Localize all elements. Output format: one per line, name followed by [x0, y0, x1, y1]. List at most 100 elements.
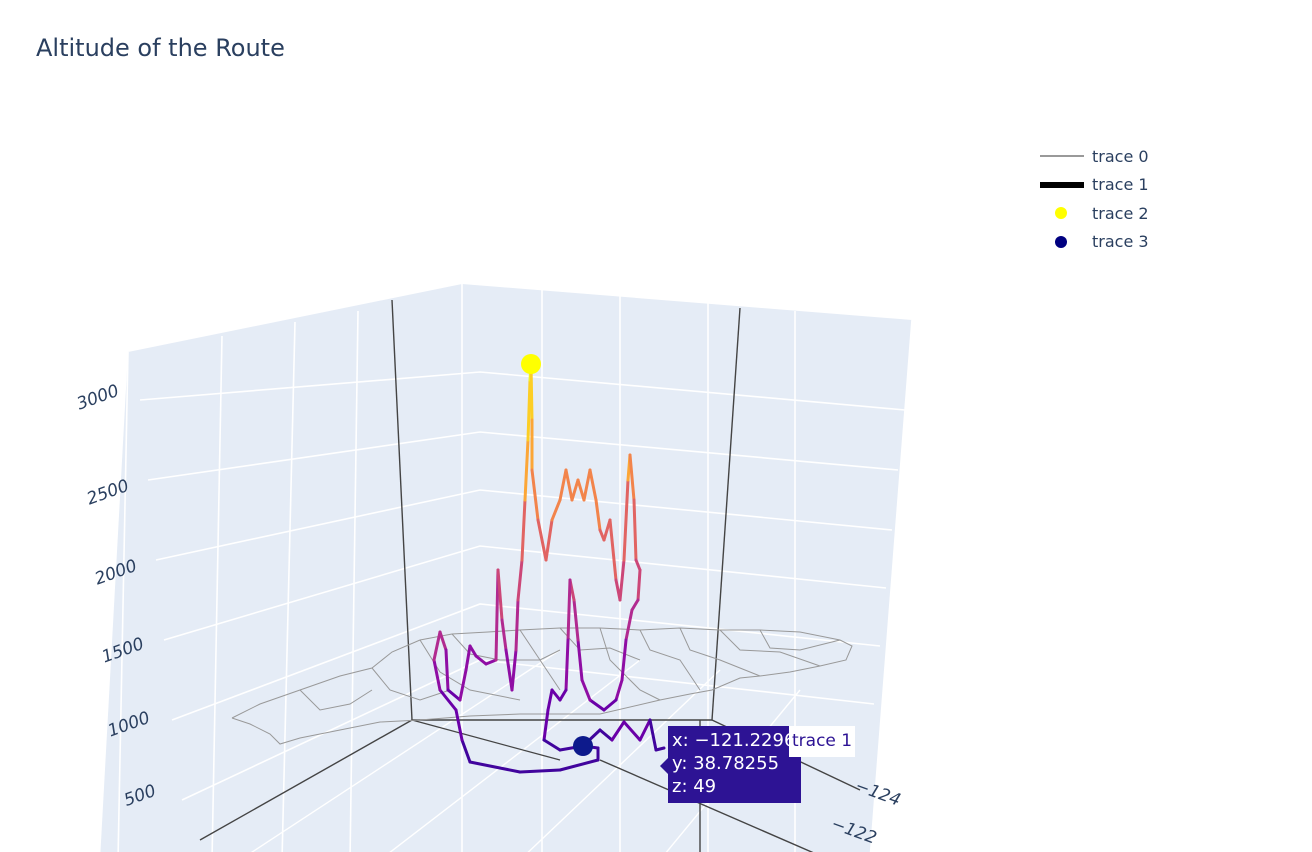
legend-item-trace-1[interactable]: trace 1 — [1036, 171, 1149, 200]
route-segment — [454, 708, 464, 742]
route-segment — [570, 478, 580, 502]
floor-grid-line — [250, 649, 561, 852]
route-segment — [654, 746, 666, 752]
route-segment — [520, 498, 527, 562]
route-segment — [550, 498, 562, 522]
route-segment — [446, 688, 462, 702]
route-segment — [564, 468, 574, 502]
legend-swatch-line — [1036, 146, 1084, 166]
hover-trace-name: trace 1 — [789, 726, 856, 757]
grid-line — [117, 351, 129, 852]
county-outline — [231, 627, 853, 745]
route-segment — [544, 518, 554, 562]
grid-line — [281, 321, 296, 852]
hover-x: x: −121.2296 — [672, 730, 796, 751]
route-segment — [636, 568, 642, 602]
county-outline — [599, 627, 661, 701]
axis-line — [411, 719, 561, 761]
county-outline — [719, 629, 821, 667]
legend-item-trace-2[interactable]: trace 2 — [1036, 199, 1149, 228]
floor-grid-line — [389, 659, 641, 852]
axis-line — [391, 299, 413, 721]
axis-line — [199, 719, 413, 841]
chart-title: Altitude of the Route — [36, 34, 285, 62]
route-segment — [638, 718, 652, 742]
route-segment — [496, 568, 504, 622]
route-segment — [634, 558, 642, 572]
route-segment — [622, 478, 630, 562]
route-segment — [618, 558, 626, 602]
route-segment — [558, 468, 568, 502]
route-segment — [468, 760, 522, 774]
county-outline — [639, 629, 701, 691]
route-segment — [558, 688, 568, 702]
axis-line — [599, 759, 814, 852]
route-segment — [598, 728, 614, 742]
trace-3-end-marker[interactable] — [573, 736, 593, 756]
route-segment — [526, 378, 532, 442]
trace-2-start-marker[interactable] — [521, 354, 541, 374]
legend-item-trace-3[interactable]: trace 3 — [1036, 228, 1149, 257]
hover-z: z: 49 — [672, 776, 717, 797]
trace-1-route-line[interactable] — [432, 362, 666, 774]
legend-swatch-marker — [1036, 232, 1084, 252]
grid-line — [139, 371, 906, 411]
route-segment — [432, 658, 442, 692]
route-segment — [630, 598, 640, 612]
route-segment — [588, 698, 606, 712]
route-segment — [594, 498, 602, 532]
route-segment — [464, 644, 472, 672]
route-segment — [572, 598, 580, 642]
legend-label: trace 2 — [1092, 203, 1149, 223]
route-segment — [438, 630, 448, 652]
route-segment — [500, 618, 508, 652]
route-segment — [576, 478, 586, 502]
county-outline — [679, 627, 761, 677]
hover-arrow — [660, 758, 668, 774]
route-segment — [608, 518, 618, 582]
hover-y: y: 38.78255 — [672, 753, 780, 774]
legend-item-trace-0[interactable]: trace 0 — [1036, 142, 1149, 171]
route-segment — [523, 438, 530, 502]
route-segment — [602, 698, 618, 712]
route-segment — [582, 468, 592, 502]
grid-line — [147, 431, 899, 481]
route-segment — [576, 638, 584, 682]
route-segment — [566, 578, 572, 642]
scene-floor — [100, 284, 912, 852]
route-segment — [580, 678, 592, 702]
county-outline — [371, 667, 451, 701]
route-segment — [624, 608, 634, 642]
floor-grid-line — [527, 669, 721, 852]
route-segment — [632, 498, 638, 562]
route-segment — [460, 738, 472, 764]
grid-line — [211, 335, 223, 852]
route-segment — [510, 648, 518, 692]
route-segment — [558, 758, 600, 772]
route-segment — [484, 658, 498, 666]
route-segment — [518, 768, 562, 774]
route-segment — [514, 598, 520, 652]
route-segment — [458, 668, 468, 702]
route-segment — [438, 688, 458, 712]
route-segment — [536, 518, 548, 562]
route-segment — [648, 718, 658, 752]
z-tick-label: 3000 — [74, 381, 121, 415]
legend-swatch-marker — [1036, 203, 1084, 223]
route-segment — [494, 568, 500, 662]
route-segment — [432, 630, 442, 662]
route-segment — [546, 688, 554, 712]
route-segment — [530, 468, 540, 522]
route-segment — [620, 638, 628, 682]
county-outline — [419, 639, 521, 701]
route-segment — [468, 644, 478, 658]
route-segment — [516, 558, 524, 602]
grid-line — [349, 310, 359, 852]
hover-label: x: −121.2296 y: 38.78255 z: 49 — [668, 726, 802, 803]
county-outline — [299, 689, 373, 711]
grid-line — [171, 603, 881, 721]
county-outline — [451, 633, 561, 661]
route-segment — [588, 468, 598, 502]
axis-line — [711, 307, 741, 721]
